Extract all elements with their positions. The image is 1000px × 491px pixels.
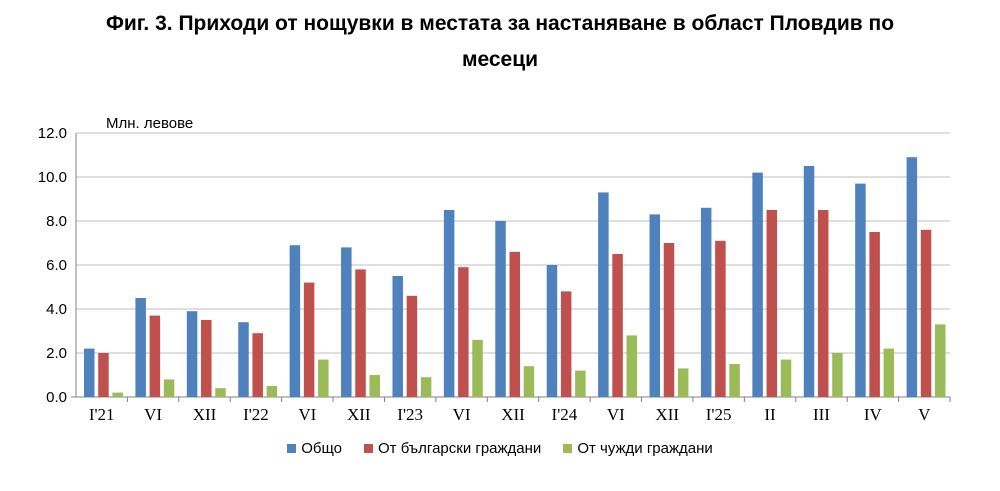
bar [677,368,689,397]
x-tick-label: I'23 [397,405,423,424]
bar [546,265,558,397]
bar [392,276,403,397]
x-tick-label: II [764,405,776,424]
legend-label-bulgarian: От български граждани [378,440,542,457]
bar [495,221,506,397]
x-tick-label: IV [864,405,883,424]
chart-title-line-2: месеци [461,48,539,71]
bar [883,348,895,397]
bar [509,251,520,397]
legend-item-foreign: От чужди граждани [563,440,713,457]
bar [626,335,638,397]
bar [163,379,175,397]
bar [252,333,263,397]
x-tick-label: I'24 [552,405,578,424]
bar [303,282,315,397]
y-tick-label: 10.0 [38,169,67,186]
legend-swatch-foreign [563,444,573,453]
x-tick-label: III [813,405,830,424]
bar [803,166,815,397]
y-axis-label: Млн. левове [106,115,193,132]
bar [112,392,123,397]
x-tick-label: V [918,405,931,424]
legend-item-bulgarian: От български граждани [364,440,541,457]
bar [752,172,763,397]
bar [135,298,146,397]
chart-title-line-1: Фиг. 3. Приходи от нощувки в местата за … [105,12,895,35]
bar [700,207,712,397]
bar [406,295,418,397]
bar [934,324,946,397]
bar [729,364,740,397]
x-tick-label: XII [347,405,371,424]
bar [472,339,483,397]
x-tick-label: XII [655,405,679,424]
bar [186,311,198,397]
bar [289,245,301,397]
bar [906,157,918,397]
bar [869,232,880,397]
bar [832,353,843,397]
bar [369,375,380,397]
y-tick-label: 6.0 [46,257,67,274]
bar [420,377,432,397]
bar [817,210,829,397]
bar [715,240,726,397]
legend: Общо От български граждани От чужди граж… [0,440,1000,457]
chart-title: Фиг. 3. Приходи от нощувки в местата за … [0,6,1000,78]
bar [523,366,535,397]
bar [149,315,161,397]
bar [266,386,278,397]
legend-swatch-bulgarian [364,444,373,453]
bar [84,348,95,397]
bar [920,229,932,397]
legend-swatch-total [287,444,297,453]
x-tick-label: VI [298,405,316,424]
bar [560,291,572,397]
legend-label-total: Общо [301,440,342,457]
x-tick-label: XII [193,405,217,424]
bar [98,353,109,397]
bar [766,210,778,397]
y-tick-label: 12.0 [38,125,67,142]
legend-label-foreign: От чужди граждани [577,440,713,457]
x-tick-label: I'21 [89,405,115,424]
legend-item-total: Общо [287,440,342,457]
y-tick-label: 8.0 [46,213,67,230]
x-tick-label: VI [144,405,162,424]
x-tick-label: I'22 [243,405,269,424]
bar [201,320,212,397]
x-tick-label: I'25 [706,405,732,424]
bar [649,214,661,397]
bar [215,388,226,397]
bar [663,243,675,397]
bar [855,183,866,397]
bar [443,210,455,397]
bar [238,322,249,397]
bar [355,269,366,397]
x-tick-label: VI [607,405,625,424]
y-tick-label: 2.0 [46,345,67,362]
x-tick-label: VI [453,405,471,424]
bar [341,247,352,397]
bar [318,359,329,397]
bar [575,370,586,397]
x-tick-label: XII [501,405,525,424]
y-tick-label: 0.0 [46,389,67,406]
y-tick-label: 4.0 [46,301,67,318]
bar [598,192,609,397]
bar [780,359,792,397]
bar [612,254,623,397]
bar [458,267,469,397]
